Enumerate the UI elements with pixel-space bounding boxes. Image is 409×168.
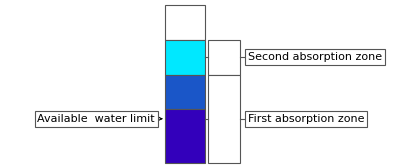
Bar (165, 5, 205, 40)
Bar (165, 109, 205, 163)
Bar (165, 40, 205, 75)
Bar (165, 75, 205, 109)
Bar (208, 40, 240, 75)
Bar (208, 75, 240, 163)
Text: Available  water limit: Available water limit (37, 114, 155, 124)
Text: First absorption zone: First absorption zone (248, 114, 364, 124)
Text: Second absorption zone: Second absorption zone (248, 52, 382, 62)
